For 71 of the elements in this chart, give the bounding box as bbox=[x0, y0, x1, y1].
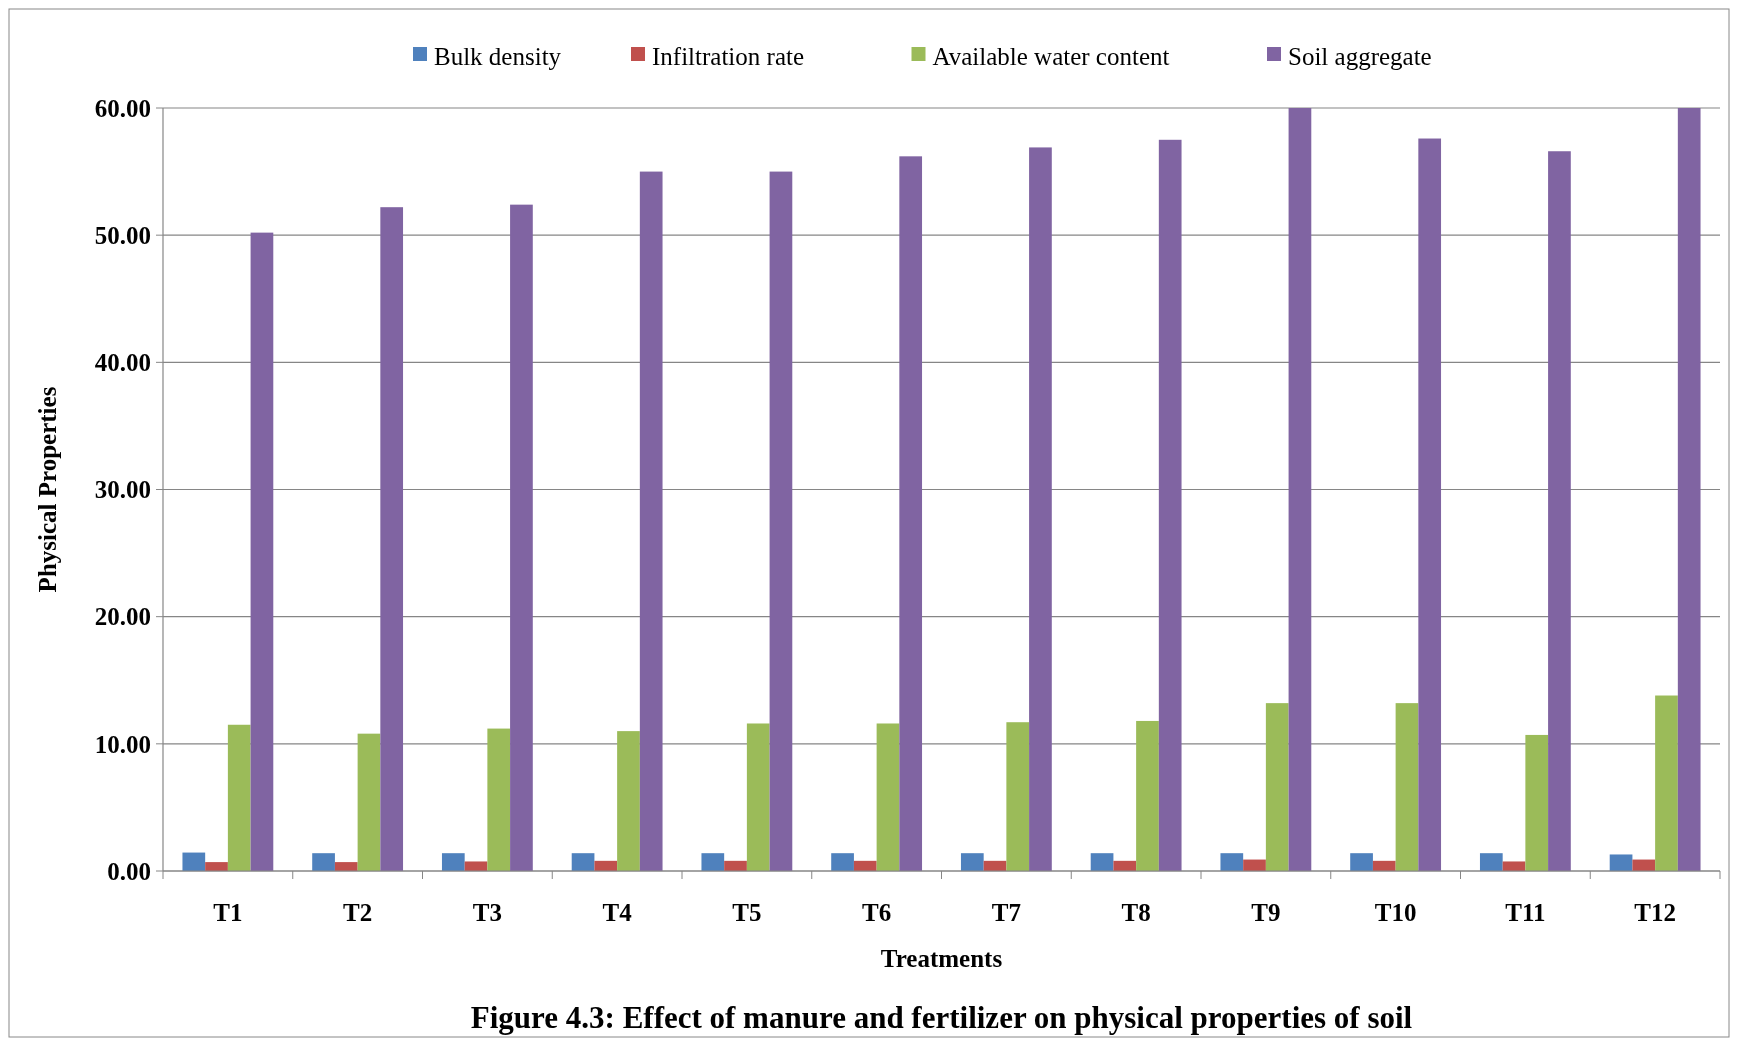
bar bbox=[312, 853, 335, 871]
bar bbox=[1029, 147, 1052, 871]
text: Figure 4.3: Effect of manure and fertilizer on physical properties of soil bbox=[470, 1000, 1413, 1035]
x-tick-label: T8 bbox=[1121, 899, 1151, 926]
bar bbox=[250, 232, 274, 871]
bar bbox=[571, 853, 595, 871]
bar bbox=[1548, 151, 1571, 871]
legend-label: Infiltration rate bbox=[652, 42, 805, 70]
x-tick-label: T1 bbox=[213, 899, 243, 926]
bar bbox=[746, 723, 770, 871]
bar bbox=[1158, 139, 1182, 871]
y-tick-label: 20.00 bbox=[94, 603, 151, 631]
x-tick-label: T6 bbox=[862, 899, 892, 926]
bar bbox=[1288, 108, 1312, 871]
x-tick-label: T4 bbox=[602, 899, 633, 926]
bar bbox=[1265, 703, 1289, 871]
bar bbox=[594, 860, 618, 871]
x-tick-label: T12 bbox=[1634, 899, 1676, 926]
bar bbox=[1418, 138, 1442, 871]
legend-label: Bulk density bbox=[434, 42, 562, 70]
bar bbox=[1090, 853, 1114, 871]
x-tick-label: T9 bbox=[1251, 899, 1281, 926]
bar bbox=[1113, 860, 1137, 871]
y-tick-label: 30.00 bbox=[94, 476, 151, 504]
bar bbox=[1502, 861, 1526, 871]
x-tick-label: T2 bbox=[343, 899, 373, 926]
bar bbox=[876, 723, 900, 871]
y-tick-label: 60.00 bbox=[94, 94, 151, 122]
bar bbox=[487, 728, 511, 871]
y-tick-label: 0.00 bbox=[107, 857, 151, 885]
y-tick-label: 50.00 bbox=[94, 221, 151, 249]
bar bbox=[701, 853, 725, 871]
bar bbox=[464, 861, 488, 871]
x-tick-label: T3 bbox=[472, 899, 502, 926]
bar bbox=[617, 731, 640, 871]
bar bbox=[1655, 695, 1678, 871]
legend-label: Soil aggregate bbox=[1288, 42, 1432, 70]
x-tick-label: T7 bbox=[991, 899, 1021, 926]
bar bbox=[334, 862, 358, 871]
bar bbox=[1136, 720, 1159, 871]
bar bbox=[724, 860, 747, 871]
bar bbox=[1525, 734, 1549, 871]
bar bbox=[1220, 853, 1244, 871]
bar bbox=[227, 724, 251, 871]
y-axis-title: Physical Properties bbox=[34, 386, 61, 593]
bar bbox=[639, 171, 663, 871]
bar bbox=[1372, 860, 1396, 871]
bar bbox=[510, 204, 533, 871]
legend-label: Available water content bbox=[932, 42, 1170, 70]
x-axis-title: Treatments bbox=[880, 945, 1003, 972]
bar bbox=[1677, 108, 1701, 871]
bar bbox=[357, 733, 381, 871]
bar bbox=[1006, 722, 1030, 871]
bar bbox=[1479, 853, 1503, 871]
x-tick-label: T5 bbox=[732, 899, 762, 926]
bar bbox=[769, 171, 793, 871]
bar bbox=[853, 860, 877, 871]
x-tick-label: T11 bbox=[1505, 899, 1546, 926]
bar bbox=[205, 862, 228, 871]
bar bbox=[1609, 854, 1633, 871]
bar bbox=[1350, 853, 1373, 871]
bar bbox=[1395, 703, 1419, 871]
bar bbox=[441, 853, 465, 871]
bar bbox=[831, 853, 854, 871]
bar bbox=[182, 852, 206, 871]
x-tick-label: T10 bbox=[1374, 899, 1417, 926]
y-tick-label: 10.00 bbox=[94, 730, 151, 758]
bar bbox=[899, 156, 923, 871]
bar bbox=[380, 207, 404, 871]
y-tick-label: 40.00 bbox=[94, 349, 151, 377]
bar bbox=[960, 853, 984, 871]
